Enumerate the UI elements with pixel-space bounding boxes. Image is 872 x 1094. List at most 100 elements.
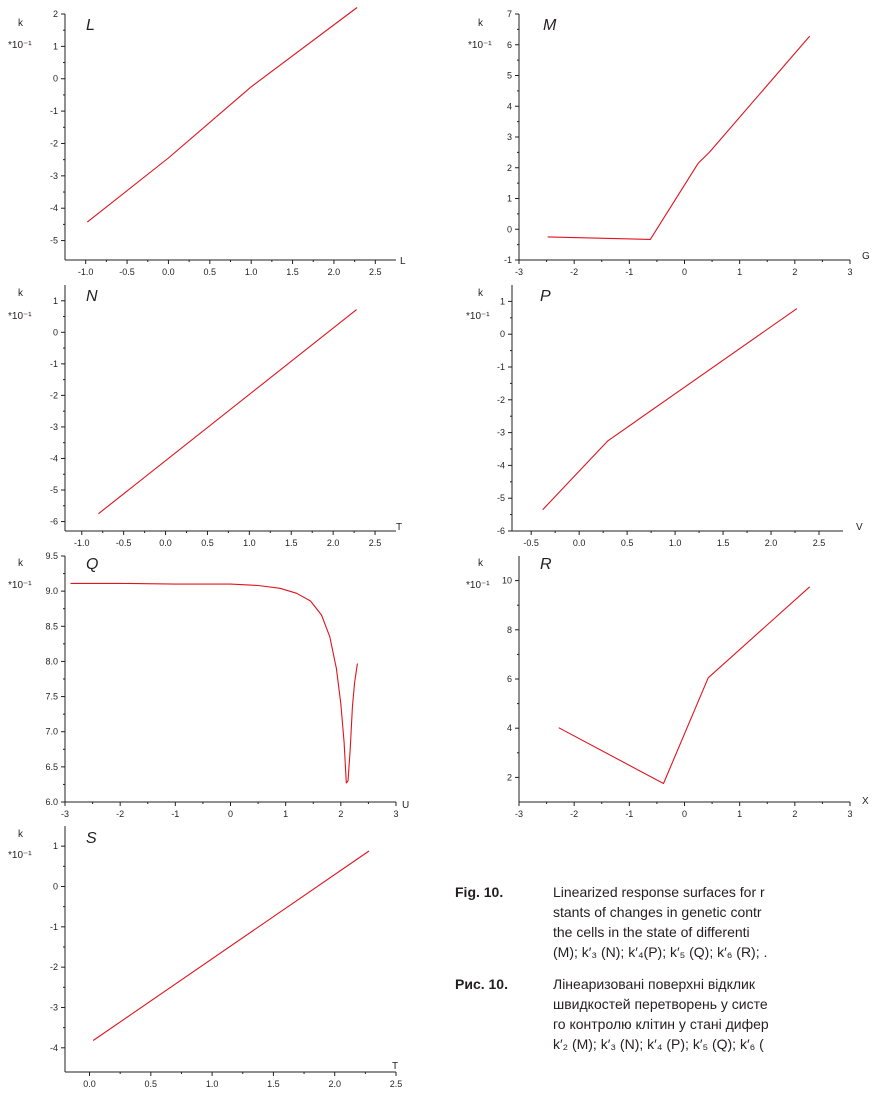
caption-line: stants of changes in genetic contr [553,904,762,920]
x-tick-label: 2 [792,809,797,819]
chart-panel-n: k *10⁻¹ N T -6 -5 -4 -3 -2 -1 0 1 -1.0 -0.5 0.0 0.5… [0,0,436,548]
x-tick-label: -3 [61,809,69,819]
caption-line: (M); k′₃ (N); k′₄(P); k′₅ (Q); k′₆ (R); … [553,944,768,960]
series-line [558,586,811,785]
y-tick-label: 1 [507,194,512,204]
y-tick-label: 9.5 [45,551,58,561]
y-axis-label: k [18,829,23,840]
y-tick-label: 1 [53,41,58,51]
x-tick-label: 1 [283,809,288,819]
series-line [542,308,798,511]
chart-panel-q: k *10⁻¹ Q U 6.0 6.5 7.0 7.5 8.0 8.5 9.0 9.5 -3 -2… [0,0,436,820]
y-tick-label: 5 [507,71,512,81]
figure-label-uk: Рис. 10. [455,976,508,992]
caption-line: k′₂ (M); k′₃ (N); k′₄ (P); k′₅ (Q); k′₆ … [553,1036,764,1052]
x-tick-label: -1 [625,809,633,819]
panel-label: N [86,288,98,305]
y-tick-label: -3 [497,428,505,438]
y-tick-label: 7.0 [45,727,58,737]
caption-line: го контролю клітин у стані дифер [553,1016,769,1032]
caption-body-en: Linearized response surfaces for r stant… [553,882,767,962]
y-tick-label: 3 [507,132,512,142]
y-tick-label: -1 [50,922,58,932]
y-axis-unit: *10⁻¹ [466,580,490,591]
y-tick-label: -6 [497,526,505,536]
x-tick-label: -3 [515,809,523,819]
x-tick-label: -1.0 [74,538,90,548]
x-tick-label: -2 [116,809,124,819]
y-tick-label: -3 [50,1002,58,1012]
x-tick-label: 2.0 [765,538,778,548]
x-tick-label: -1 [625,267,633,277]
y-tick-label: 8.5 [45,621,58,631]
chart-panel-l: k *10⁻¹ L L -5 -4 -3 -2 -1 0 1 2 -1.0 -0.5 0.0 0.5 1… [0,0,436,277]
y-tick-label: -1 [504,255,512,265]
x-axis-label: V [856,522,863,533]
series-line [547,35,811,240]
caption-body-uk: Лінеаризовані поверхні відклик швидкосте… [553,974,769,1054]
y-tick-label: 0 [507,224,512,234]
y-tick-label: 1 [500,296,505,306]
x-tick-label: -1.0 [78,267,94,277]
chart-panel-m: k *10⁻¹ M G -1 0 1 2 3 4 5 6 7 -3 -2 -1 0 1 2 3 [0,0,872,277]
panel-label: L [86,17,95,34]
x-tick-label: 0 [682,809,687,819]
y-tick-label: -4 [50,1043,58,1053]
x-tick-label: 0.5 [145,1079,158,1089]
x-tick-label: 1 [737,809,742,819]
x-tick-label: 0 [228,809,233,819]
y-axis-unit: *10⁻¹ [8,311,32,322]
x-tick-label: 0.0 [159,538,172,548]
x-tick-label: 2.5 [369,267,382,277]
y-tick-label: 0 [500,329,505,339]
x-tick-label: 2 [792,267,797,277]
series-line [98,309,357,515]
x-axis-label: L [400,256,406,267]
y-tick-label: 1 [53,841,58,851]
figure-caption-uk: Рис. 10. Лінеаризовані поверхні відклик … [455,974,872,1074]
y-tick-label: -4 [50,203,58,213]
x-tick-label: 2.0 [328,267,341,277]
y-tick-label: -2 [497,395,505,405]
figure-label-en: Fig. 10. [455,884,504,900]
x-axis-label: T [396,522,403,533]
y-tick-label: -1 [50,359,58,369]
x-tick-label: 2.0 [327,538,340,548]
y-axis-label: k [478,288,483,299]
caption-line: Linearized response surfaces for r [553,884,765,900]
x-tick-label: 2.5 [390,1079,403,1089]
panel-label: R [540,556,552,573]
x-tick-label: 0.5 [621,538,634,548]
y-axis-unit: *10⁻¹ [468,40,492,51]
panel-label: P [540,288,551,305]
series-line [86,7,358,223]
panel-label: Q [86,556,99,573]
y-tick-label: -2 [50,962,58,972]
x-tick-label: 3 [393,809,398,819]
y-tick-label: 6 [507,674,512,684]
x-tick-label: -2 [570,809,578,819]
chart-panel-p: k *10⁻¹ P V -6 -5 -4 -3 -2 -1 0 1 -0.5 0.0 0.5 1.0 1… [0,0,872,548]
x-tick-label: 2.5 [369,538,382,548]
x-tick-label: -0.5 [119,267,135,277]
y-tick-label: -2 [50,390,58,400]
x-tick-label: 0.0 [83,1079,96,1089]
x-tick-label: 0 [682,267,687,277]
y-tick-label: -1 [50,106,58,116]
y-tick-label: 0 [53,327,58,337]
x-tick-label: 1.5 [717,538,730,548]
x-tick-label: 1.5 [285,538,298,548]
y-tick-label: 0 [53,74,58,84]
x-tick-label: 0.0 [573,538,586,548]
x-tick-label: 3 [847,267,852,277]
x-axis-label: X [862,796,869,807]
y-tick-label: 7.5 [45,692,58,702]
y-tick-label: 6 [507,40,512,50]
series-line [70,582,358,784]
y-axis-unit: *10⁻¹ [8,40,32,51]
y-tick-label: -3 [50,422,58,432]
x-tick-label: 0.5 [201,538,214,548]
y-tick-label: -4 [50,453,58,463]
x-axis-label: U [402,800,410,811]
y-tick-label: -6 [50,517,58,527]
